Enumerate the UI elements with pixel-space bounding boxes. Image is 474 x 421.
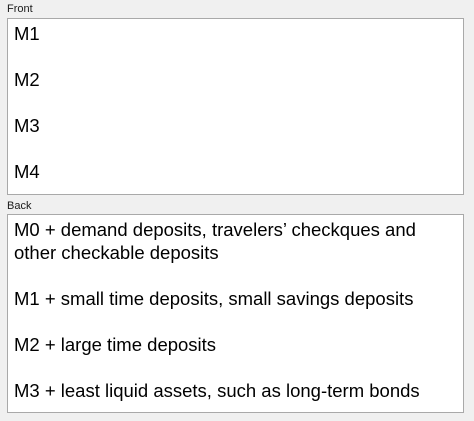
back-line: other checkable deposits [14,242,219,263]
blank-line [14,91,457,114]
front-label: Front [7,3,33,15]
back-line: M2 + large time deposits [14,334,217,355]
front-text-area[interactable]: M1 M2 M3 M4 [7,18,464,195]
blank-line [14,356,457,379]
front-line: M3 [14,115,40,136]
back-line: M0 + demand deposits, travelers’ checkqu… [14,219,416,240]
front-line: M2 [14,69,40,90]
back-label: Back [7,200,32,212]
front-line: M1 [14,23,40,44]
back-line: M1 + small time deposits, small savings … [14,288,414,309]
blank-line [14,310,457,333]
blank-line [14,137,457,160]
blank-line [14,264,457,287]
front-line: M4 [14,161,40,182]
back-text-area[interactable]: M0 + demand deposits, travelers’ checkqu… [7,214,464,413]
back-line: M3 + least liquid assets, such as long-t… [14,380,420,401]
blank-line [14,45,457,68]
